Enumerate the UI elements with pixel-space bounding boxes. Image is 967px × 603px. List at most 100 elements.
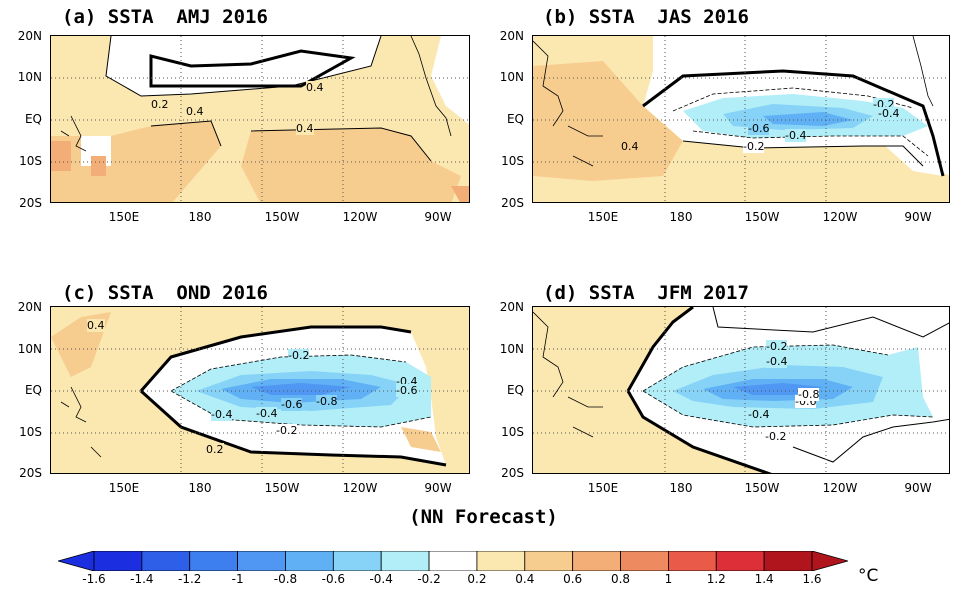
- colorbar-tick-label: 0.6: [563, 572, 583, 586]
- contour-label-d-3: -0.4: [748, 408, 770, 421]
- colorbar-tick-label: 1.4: [754, 572, 774, 586]
- contour-label-d-4: -0.2: [765, 430, 787, 443]
- colorbar-swatch: [141, 551, 191, 571]
- colorbar-tick-label: -1.2: [178, 572, 202, 586]
- lon-label-a-90w: 90W: [424, 210, 452, 224]
- colorbar-tick-label: -1.4: [130, 572, 154, 586]
- colorbar-tick-label: 0.8: [610, 572, 631, 586]
- colorbar-swatch: [620, 551, 669, 571]
- colorbar-swatch: [237, 551, 286, 571]
- map-c: 0.4 -0.2 -0.4 -0.6 -0.8 -0.4 -0.2 -0.4 -…: [50, 306, 470, 474]
- colorbar-tick-label: 0.2: [467, 572, 487, 586]
- lon-label-b-180: 180: [669, 210, 693, 224]
- colorbar-swatch: [189, 551, 239, 571]
- lat-label-d-10s: 10S: [501, 425, 524, 439]
- colorbar-swatch: [572, 551, 621, 571]
- contour-label-d-0: -0.2: [766, 340, 788, 353]
- lat-label-c-10s: 10S: [19, 425, 42, 439]
- lat-label-10n: 10N: [17, 70, 42, 84]
- panel-title-c: (c) SSTA OND 2016: [62, 282, 268, 304]
- panel-title-a: (a) SSTA AMJ 2016: [62, 6, 268, 28]
- lon-label-c-120w: 120W: [342, 481, 378, 495]
- contour-label-b-5: 0.4: [621, 140, 639, 153]
- colorbar-swatch: [524, 551, 574, 571]
- colorbar-tick-label: -1: [231, 572, 244, 586]
- lon-label-a-150e: 150E: [108, 210, 140, 224]
- colorbar-swatch: [380, 551, 430, 571]
- colorbar-tick-label: -1.6: [82, 572, 106, 586]
- colorbar-tick-label: -0.4: [369, 572, 393, 586]
- panel-title-b: (b) SSTA JAS 2016: [543, 6, 749, 28]
- lon-label-b-120w: 120W: [822, 210, 858, 224]
- lat-label-c-20s: 20S: [19, 466, 42, 480]
- lat-label-d-20n: 20N: [499, 300, 524, 314]
- colorbar-tick-label: 1.6: [802, 572, 822, 586]
- colorbar-swatch: [715, 551, 765, 571]
- colorbar-swatch: [332, 551, 382, 571]
- lat-label-d-20s: 20S: [501, 466, 524, 480]
- lat-label-b-20s: 20S: [501, 196, 524, 210]
- lat-label-c-20n: 20N: [17, 300, 42, 314]
- lat-label-c-eq: EQ: [24, 383, 42, 397]
- lon-label-b-90w: 90W: [904, 210, 932, 224]
- colorbar-arrow-high: [811, 551, 848, 571]
- colorbar-tick-label: -0.8: [273, 572, 298, 586]
- contour-label-b-3: -0.4: [785, 129, 807, 142]
- contour-label-a-0: 0.4: [306, 81, 324, 94]
- lat-label-b-eq: EQ: [506, 112, 524, 126]
- lat-label-10s: 10S: [19, 154, 42, 168]
- contour-label-a-3: 0.4: [296, 122, 314, 135]
- colorbar-tick-label: 1: [664, 572, 673, 586]
- contour-label-b-4: -0.2: [743, 140, 765, 153]
- lat-label-eq: EQ: [24, 112, 42, 126]
- colorbar-swatch: [668, 551, 717, 571]
- map-c-svg: [51, 307, 469, 473]
- contour-label-c-4: -0.8: [316, 395, 338, 408]
- colorbar-tick-label: -0.6: [321, 572, 346, 586]
- contour-label-c-3: -0.6: [396, 384, 418, 397]
- colorbar-swatch: [93, 551, 143, 571]
- contour-label-c-5: -0.4: [256, 407, 278, 420]
- lon-label-a-120w: 120W: [342, 210, 378, 224]
- unit-label: °C: [858, 566, 879, 586]
- contour-label-b-1: -0.4: [878, 107, 900, 120]
- lat-label-d-10n: 10N: [499, 342, 524, 356]
- lon-label-a-180: 180: [188, 210, 212, 224]
- lon-label-b-150e: 150E: [587, 210, 619, 224]
- contour-label-c-1: -0.2: [288, 349, 310, 362]
- lon-label-c-180: 180: [188, 481, 212, 495]
- contour-label-c-7: -0.4: [211, 408, 233, 421]
- map-d-svg: [533, 307, 949, 473]
- map-d: -0.2 -0.4 -0.6 -0.4 -0.2 -0.8: [532, 306, 950, 474]
- contour-label-d-5: -0.8: [798, 388, 820, 401]
- lat-label-d-eq: EQ: [506, 383, 524, 397]
- colorbar-swatch: [285, 551, 334, 571]
- map-b: -0.2 -0.4 -0.6 -0.4 -0.2 0.4: [532, 35, 950, 203]
- colorbar-swatch: [476, 551, 526, 571]
- colorbar-tick-label: 1.2: [706, 572, 726, 586]
- contour-label-a-2: 0.4: [186, 105, 204, 118]
- lat-label-c-10n: 10N: [17, 342, 42, 356]
- colorbar-tick-label: -0.2: [417, 572, 441, 586]
- map-a-svg: [51, 36, 469, 202]
- contour-label-c-6: -0.2: [276, 424, 298, 437]
- colorbar: [58, 551, 848, 571]
- lon-label-d-120w: 120W: [822, 481, 858, 495]
- colorbar-swatch: [428, 551, 478, 571]
- contour-label-d-1: -0.4: [766, 355, 788, 368]
- lon-label-c-90w: 90W: [424, 481, 452, 495]
- lon-label-c-150e: 150E: [108, 481, 140, 495]
- colorbar-tick-label: 0.4: [515, 572, 535, 586]
- colorbar-swatch: [763, 551, 813, 571]
- contour-label-c-9: 0.2: [206, 443, 224, 456]
- lon-label-d-90w: 90W: [904, 481, 932, 495]
- lon-label-d-150e: 150E: [587, 481, 619, 495]
- lon-label-c-150w: 150W: [264, 481, 300, 495]
- contour-label-c-8: -0.6: [281, 398, 303, 411]
- lat-label-20n: 20N: [17, 29, 42, 43]
- contour-label-b-2: -0.6: [748, 122, 770, 135]
- lon-label-d-180: 180: [669, 481, 693, 495]
- forecast-caption: (NN Forecast): [409, 506, 558, 528]
- lon-label-a-150w: 150W: [264, 210, 300, 224]
- map-a: 0.4 0.2 0.4 0.4: [50, 35, 470, 203]
